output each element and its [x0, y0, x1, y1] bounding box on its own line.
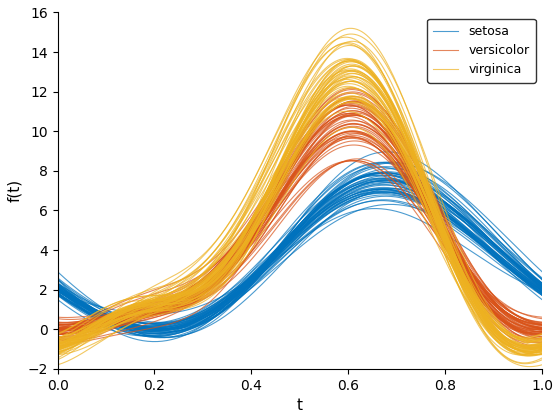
Y-axis label: f(t): f(t): [7, 179, 22, 202]
virginica: [74, 346, 81, 351]
Line: setosa: setosa: [58, 180, 542, 330]
virginica: [83, 339, 90, 344]
setosa: [383, 178, 390, 183]
virginica: [349, 57, 356, 62]
virginica: [517, 361, 524, 366]
setosa: [154, 328, 161, 333]
setosa: [74, 297, 81, 302]
Legend: setosa, versicolor, virginica: setosa, versicolor, virginica: [427, 19, 536, 83]
setosa: [144, 327, 151, 332]
virginica: [522, 361, 529, 366]
virginica: [183, 302, 190, 307]
versicolor: [147, 303, 153, 308]
versicolor: [76, 321, 83, 326]
versicolor: [62, 322, 68, 327]
versicolor: [186, 286, 193, 291]
setosa: [54, 283, 61, 288]
versicolor: [502, 305, 509, 310]
setosa: [502, 252, 509, 257]
setosa: [83, 304, 90, 309]
setosa: [519, 267, 526, 272]
virginica: [500, 353, 506, 358]
setosa: [539, 283, 545, 288]
virginica: [54, 357, 61, 362]
virginica: [144, 310, 151, 315]
versicolor: [54, 322, 61, 327]
versicolor: [86, 319, 92, 324]
virginica: [539, 357, 545, 362]
versicolor: [519, 316, 526, 321]
Line: virginica: virginica: [58, 59, 542, 364]
Line: versicolor: versicolor: [58, 92, 542, 325]
X-axis label: t: t: [297, 398, 303, 413]
versicolor: [539, 322, 545, 327]
setosa: [186, 321, 193, 326]
versicolor: [349, 89, 356, 94]
